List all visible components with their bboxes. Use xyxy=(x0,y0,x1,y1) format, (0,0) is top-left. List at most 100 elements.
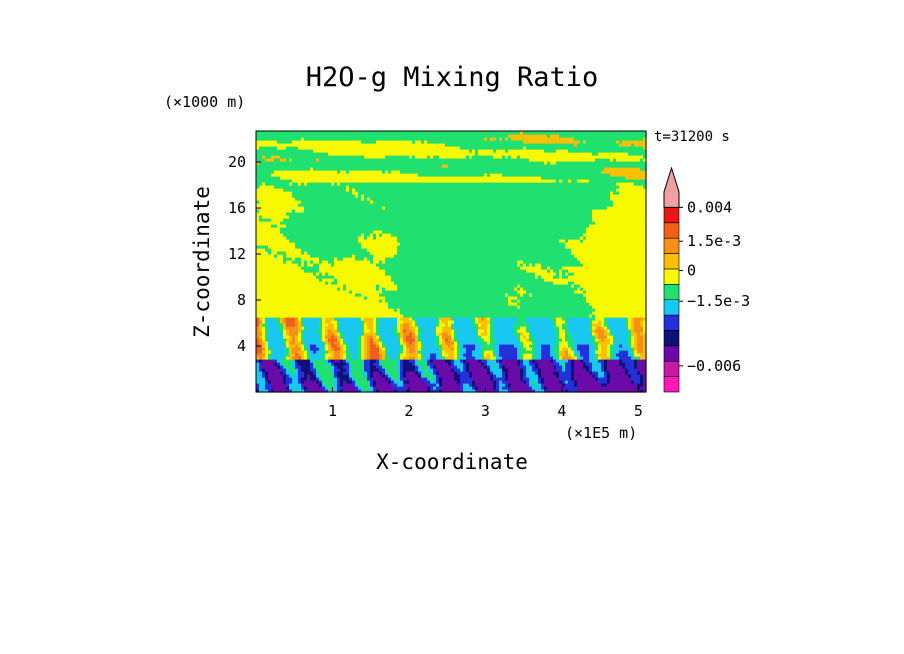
field-cell xyxy=(634,143,647,147)
field-cell xyxy=(610,341,614,345)
field-cell xyxy=(547,389,566,393)
field-cell xyxy=(256,275,317,279)
field-cell xyxy=(475,149,479,153)
field-cell xyxy=(349,374,353,378)
field-cell xyxy=(256,389,260,393)
field-cell xyxy=(583,293,647,297)
field-cell xyxy=(358,347,362,351)
field-cell xyxy=(508,302,518,306)
field-cell xyxy=(268,371,281,375)
field-cell xyxy=(640,320,644,324)
field-cell xyxy=(337,344,341,348)
field-cell xyxy=(256,236,287,240)
field-cell xyxy=(322,323,329,327)
field-cell xyxy=(256,296,365,300)
field-cell xyxy=(385,296,509,300)
field-cell xyxy=(319,158,530,162)
field-cell xyxy=(610,374,629,378)
field-cell xyxy=(520,299,587,303)
field-cell xyxy=(409,359,416,363)
field-cell xyxy=(466,365,470,369)
field-cell xyxy=(574,365,584,369)
field-cell xyxy=(586,290,647,294)
field-cell xyxy=(421,371,425,375)
field-cell xyxy=(256,167,311,171)
field-cell xyxy=(286,323,296,327)
field-cell xyxy=(370,329,374,333)
field-cell xyxy=(634,326,644,330)
field-cell xyxy=(481,335,491,339)
field-cell xyxy=(526,290,575,294)
field-cell xyxy=(634,317,644,321)
field-cell xyxy=(607,326,611,330)
field-cell xyxy=(559,347,563,351)
field-cell xyxy=(391,356,398,360)
field-cell xyxy=(460,368,464,372)
field-cell xyxy=(640,389,644,393)
field-cell xyxy=(256,317,260,321)
field-cell xyxy=(493,380,497,384)
field-cell xyxy=(529,383,536,387)
field-cell xyxy=(370,347,380,351)
field-cell xyxy=(637,362,647,366)
field-cell xyxy=(637,335,644,339)
field-cell xyxy=(523,287,578,291)
field-cell xyxy=(499,389,509,393)
field-cell xyxy=(325,320,332,324)
field-cell xyxy=(592,335,596,339)
field-cell xyxy=(265,158,275,162)
field-cell xyxy=(565,332,572,336)
field-cell xyxy=(259,161,545,165)
field-cell xyxy=(409,326,416,330)
field-cell xyxy=(304,353,308,357)
field-cell xyxy=(364,323,368,327)
field-cell xyxy=(343,386,356,390)
field-cell xyxy=(283,329,287,333)
field-cell xyxy=(592,152,599,156)
field-cell xyxy=(292,335,296,339)
field-cell xyxy=(553,269,560,273)
field-cell xyxy=(499,362,503,366)
field-cell xyxy=(427,383,437,387)
field-cell xyxy=(286,326,299,330)
field-cell xyxy=(400,356,404,360)
field-cell xyxy=(631,380,635,384)
field-cell xyxy=(373,320,377,324)
field-cell xyxy=(301,263,305,267)
field-cell xyxy=(385,170,389,174)
field-cell xyxy=(310,356,323,360)
field-cell xyxy=(640,323,644,327)
field-cell xyxy=(406,371,416,375)
field-cell xyxy=(598,320,602,324)
field-cell xyxy=(502,371,506,375)
field-cell xyxy=(568,329,590,333)
field-cell xyxy=(478,323,482,327)
field-cell xyxy=(421,335,437,339)
field-cell xyxy=(532,293,584,297)
field-cell xyxy=(277,251,287,255)
field-cell xyxy=(442,389,461,393)
field-cell xyxy=(490,356,497,360)
field-cell xyxy=(568,347,572,351)
field-cell xyxy=(559,134,647,138)
field-cell xyxy=(562,356,572,360)
field-cell xyxy=(367,296,386,300)
field-cell xyxy=(460,380,473,384)
field-cell xyxy=(568,344,575,348)
y-tick-label: 4 xyxy=(237,337,246,355)
field-cell xyxy=(370,338,374,342)
field-cell xyxy=(265,347,269,351)
field-cell xyxy=(493,353,497,357)
field-cell xyxy=(457,365,464,369)
field-cell xyxy=(265,383,272,387)
field-cell xyxy=(334,371,338,375)
field-cell xyxy=(619,143,632,147)
field-cell xyxy=(550,347,554,351)
field-cell xyxy=(349,350,359,354)
field-cell xyxy=(613,353,617,357)
field-cell xyxy=(388,374,392,378)
field-cell xyxy=(589,302,647,306)
field-cell xyxy=(352,290,383,294)
y-axis-label: Z-coordinate xyxy=(190,186,214,338)
field-cell xyxy=(286,224,590,228)
